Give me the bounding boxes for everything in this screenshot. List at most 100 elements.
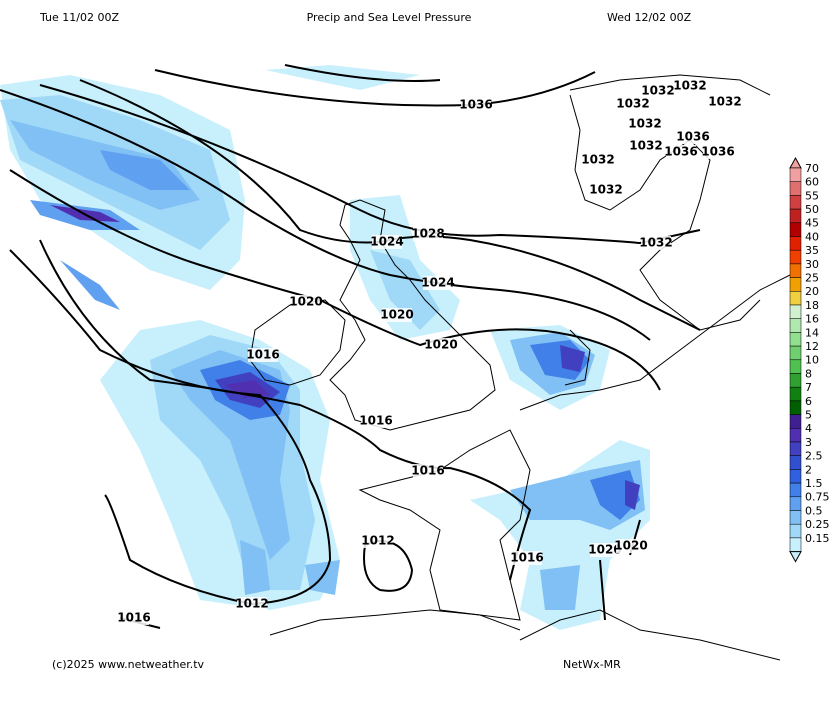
isobar-label-bg [641,236,671,250]
colorbar-box [789,345,802,361]
colorbar-label: 20 [805,285,819,298]
colorbar-box [789,523,802,539]
colorbar-label: 25 [805,271,819,284]
colorbar-box [789,332,802,347]
isobar-label: 1032 [616,97,649,111]
isobar-label: 1020 [424,338,457,352]
isobar-label: 1016 [359,414,392,428]
isobar-label-bg [426,338,456,352]
isobar-label: 1036 [664,145,697,159]
colorbar-box [789,236,802,251]
colorbar-label: 0.75 [805,491,830,504]
isobar-label-bg [583,153,613,167]
isobar-label-bg [678,130,708,144]
isobar-label: 1032 [708,95,741,109]
header-left: Tue 11/02 00Z [39,11,119,24]
isobar-label-bg [423,276,453,290]
colorbar-label: 7 [805,381,812,394]
isobar-label: 1036 [459,98,492,112]
isobar-label: 1016 [246,348,279,362]
isobar-label-bg [382,308,412,322]
isobar-label-bg [291,295,321,309]
header-title: Precip and Sea Level Pressure [307,11,472,24]
isobar-label-bg [361,414,391,428]
isobar-label-bg [703,145,733,159]
isobar-label: 1032 [639,236,672,250]
isobar-label: 1024 [421,276,454,290]
colorbar-label: 60 [805,176,819,189]
colorbar-box [789,195,802,210]
isobar-label-bg [237,597,267,611]
colorbar-label: 0.5 [805,504,823,517]
isobar-label-bg [413,464,443,478]
colorbar-label: 0.25 [805,518,830,531]
colorbar: 7060555045403530252018161412108765432.52… [789,156,830,563]
isobar-label: 1012 [361,534,394,548]
colorbar-label: 2.5 [805,450,823,463]
colorbar-box [789,181,802,196]
colorbar-box [789,428,802,443]
colorbar-label: 16 [805,313,819,326]
colorbar-label: 14 [805,326,819,339]
colorbar-bottom [789,551,802,563]
colorbar-box [789,400,802,415]
colorbar-label: 6 [805,395,812,408]
isobar-label: 1016 [510,551,543,565]
colorbar-box [789,277,802,292]
colorbar-box [789,482,802,498]
colorbar-label: 45 [805,217,819,230]
colorbar-box [789,441,802,456]
isobar-label: 1028 [411,227,444,241]
colorbar-label: 40 [805,230,819,243]
precipitation [0,0,650,630]
colorbar-box [789,496,802,511]
colorbar-label: 4 [805,422,812,435]
colorbar-box [789,222,802,237]
footer-left: (c)2025 www.netweather.tv [52,658,205,671]
isobar-label-bg [616,539,646,553]
colorbar-box [789,304,802,319]
colorbar-label: 1.5 [805,477,823,490]
colorbar-box [789,469,802,484]
isobar-label: 1032 [629,139,662,153]
isobar-label: 1020 [614,539,647,553]
colorbar-label: 55 [805,189,819,202]
isobar-label: 1032 [581,153,614,167]
colorbar-label: 10 [805,354,819,367]
colorbar-label: 12 [805,340,819,353]
isobar-labels: 1036103210321032103210321032103210361036… [117,79,742,625]
isobar-label-bg [512,551,542,565]
isobar-label: 1024 [370,235,403,249]
colorbar-label: 70 [805,162,819,175]
isobar-label: 1036 [701,145,734,159]
isobar-label: 1020 [380,308,413,322]
isobar-label: 1012 [235,597,268,611]
isobar-label-bg [643,84,673,98]
colorbar-label: 50 [805,203,819,216]
colorbar-box [789,373,802,388]
isobar-label: 1032 [673,79,706,93]
colorbar-label: 35 [805,244,819,257]
isobar-label-bg [618,97,648,111]
colorbar-box [789,537,802,552]
isobar-label-bg [710,95,740,109]
isobar-label-bg [372,235,402,249]
isobar-label: 1020 [588,543,621,557]
isobar-label-bg [413,227,443,241]
colorbar-box [789,208,802,224]
colorbar-label: 18 [805,299,819,312]
colorbar-box [789,359,802,374]
colorbar-box [789,167,802,182]
isobar-label-bg [590,543,620,557]
isobar-label: 1032 [641,84,674,98]
colorbar-label: 2 [805,463,812,476]
colorbar-box [789,263,802,278]
colorbar-box [789,510,802,525]
isobar-label-bg [630,117,660,131]
footer-right: NetWx-MR [563,658,621,671]
isobar-label-bg [631,139,661,153]
colorbar-box [789,414,802,429]
isobar-label: 1016 [411,464,444,478]
colorbar-box [789,386,802,402]
